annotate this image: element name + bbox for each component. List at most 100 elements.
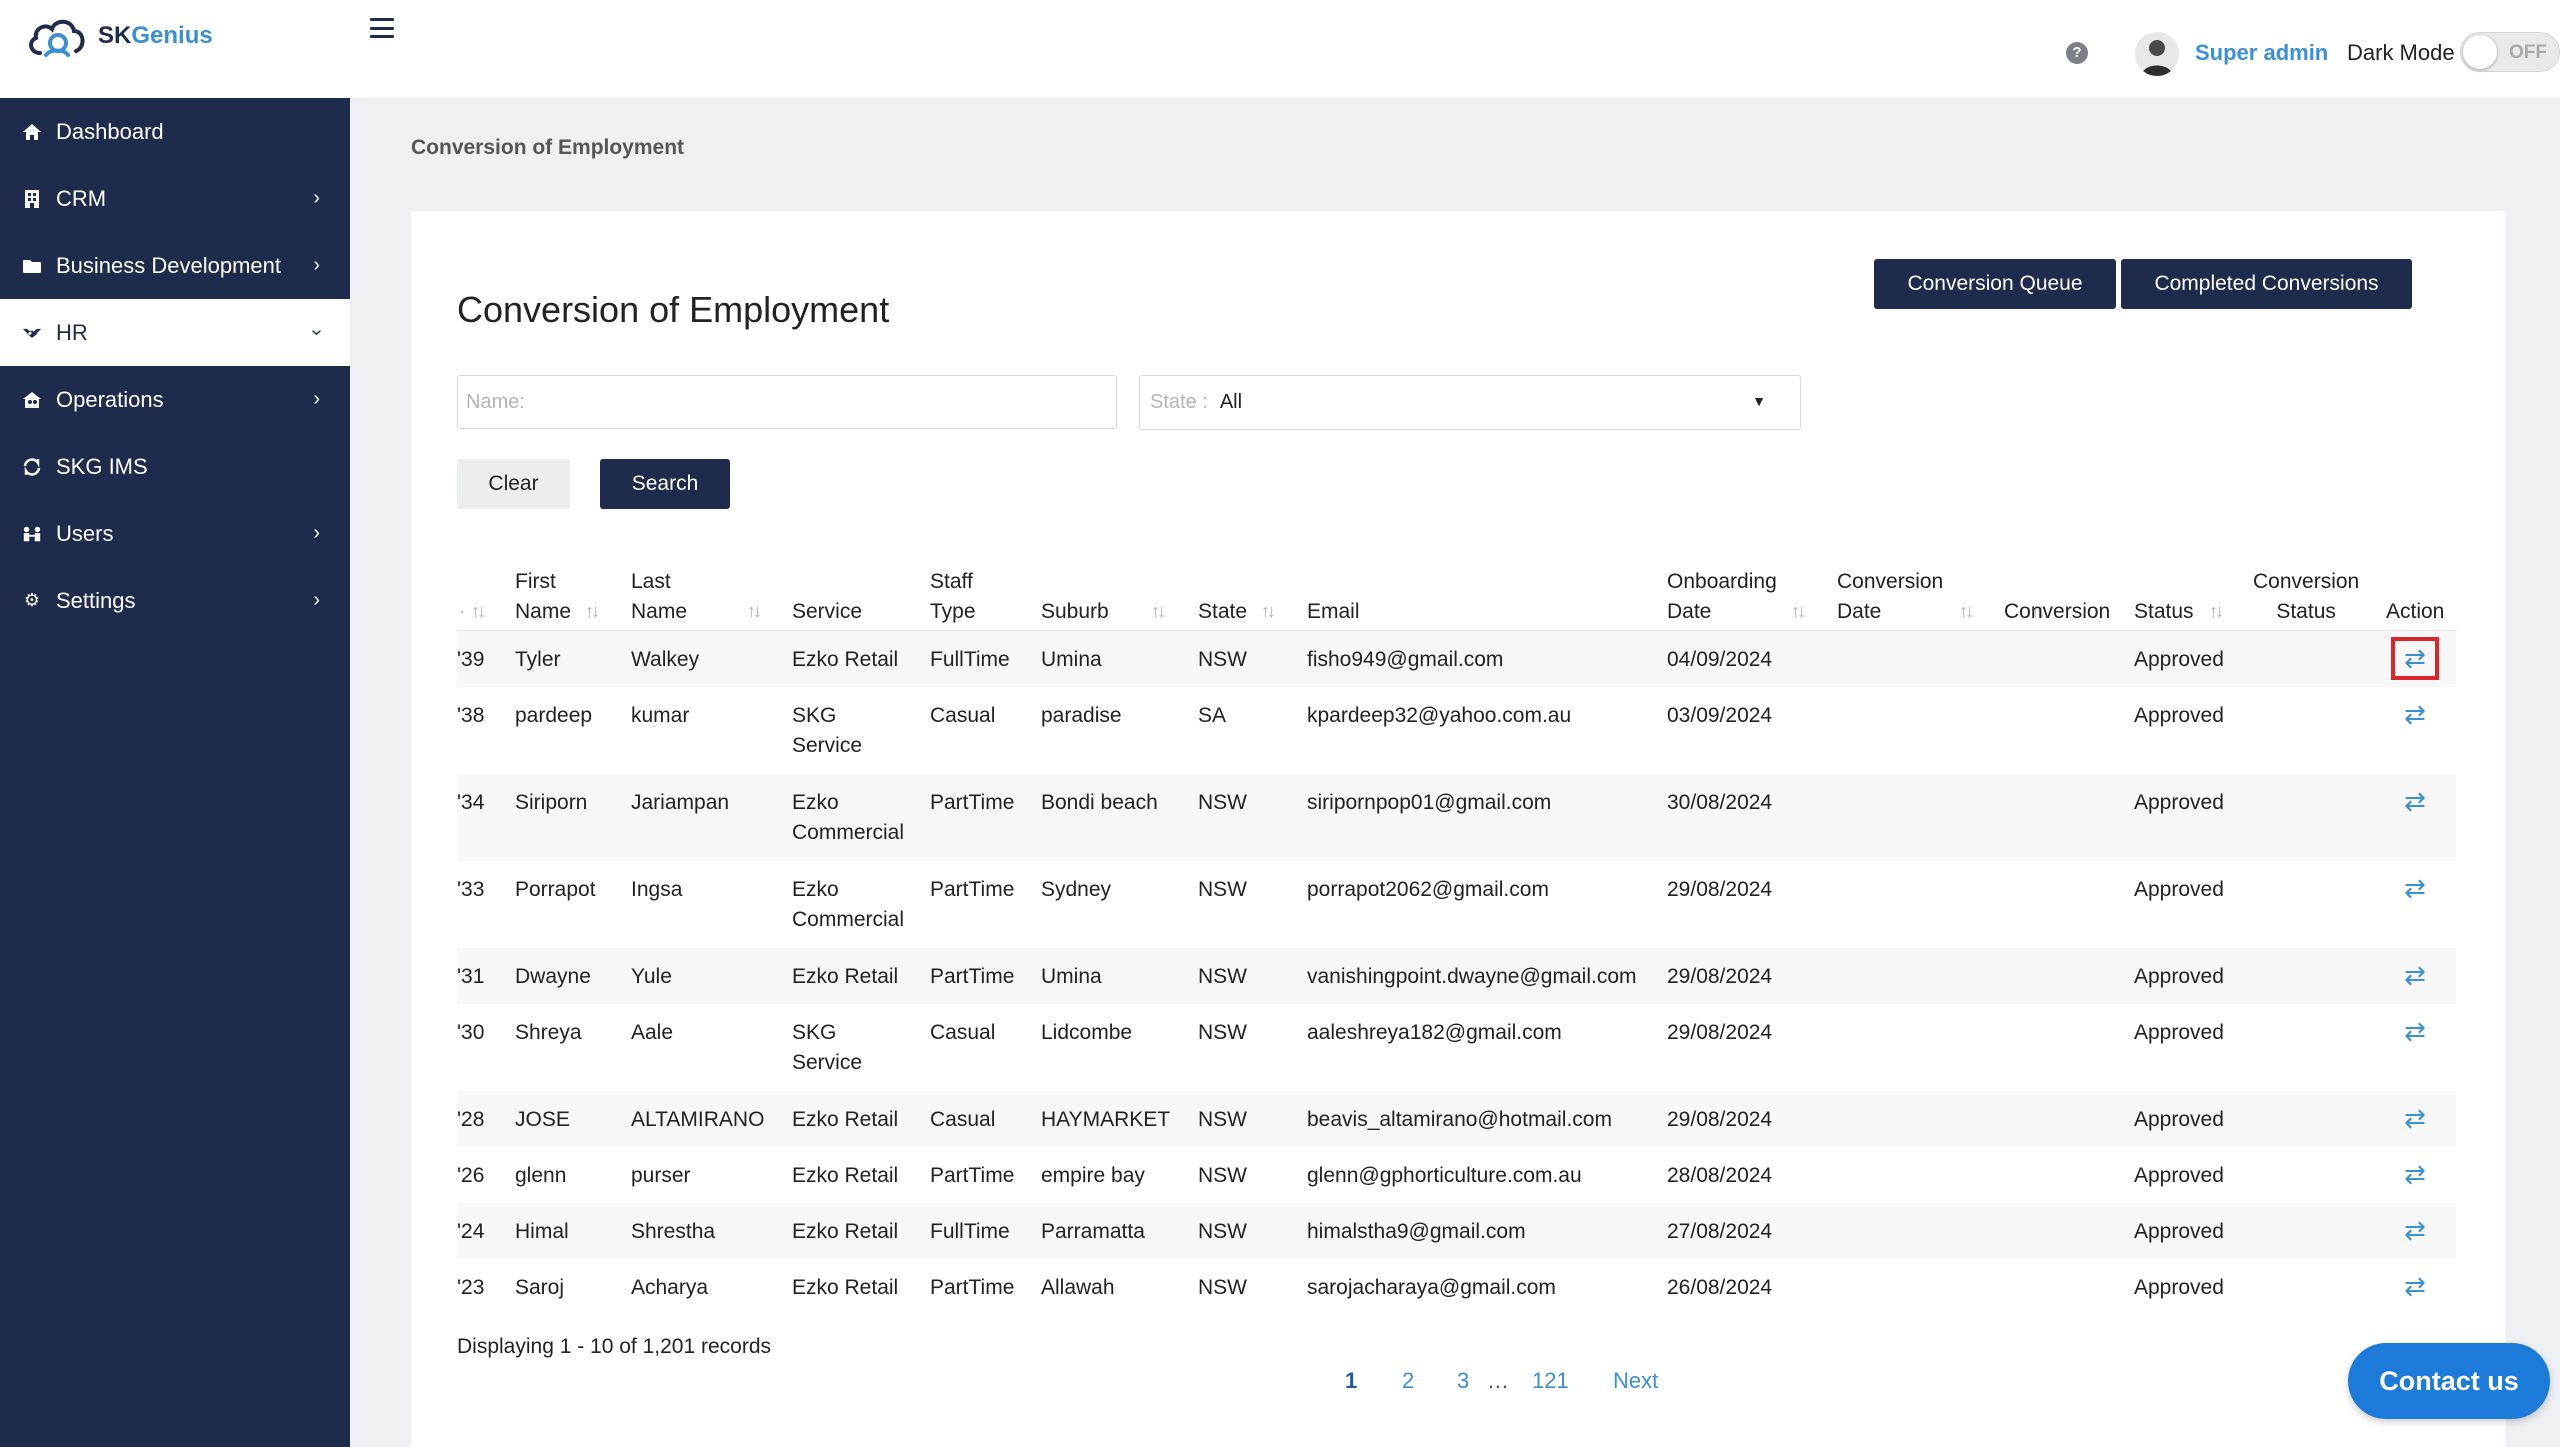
cell-staff-type: Casual	[930, 1021, 996, 1044]
state-select-label: State :	[1150, 391, 1208, 413]
convert-exchange-icon[interactable]: ⇄	[2404, 786, 2426, 816]
search-button[interactable]: Search	[600, 459, 730, 509]
top-header: SKGenius ? Super admin Dark Mode OFF	[0, 0, 2560, 98]
cell-suburb: Bondi beach	[1041, 791, 1158, 814]
user-name-link[interactable]: Super admin	[2195, 40, 2329, 65]
cell-email: aaleshreya182@gmail.com	[1307, 1021, 1562, 1044]
sort-icon[interactable]: ↑↓	[1959, 601, 1974, 621]
cell-last-name: ALTAMIRANO	[631, 1108, 765, 1131]
header-status[interactable]: Status	[2134, 600, 2194, 623]
cell-status: Approved	[2134, 1021, 2224, 1044]
cell-state: SA	[1198, 704, 1227, 727]
completed-conversions-button[interactable]: Completed Conversions	[2121, 259, 2412, 309]
convert-exchange-icon[interactable]: ⇄	[2404, 699, 2426, 729]
avatar[interactable]	[2135, 32, 2179, 76]
cell-first-name: Tyler	[515, 648, 561, 671]
cell-onboarding-date: 03/09/2024	[1667, 704, 1773, 727]
header-first-name[interactable]: First Name	[515, 570, 572, 623]
convert-exchange-icon[interactable]: ⇄	[2404, 1016, 2426, 1046]
page-121-link[interactable]: 121	[1532, 1368, 1569, 1393]
chevron-right-icon: ›	[313, 388, 320, 410]
sidebar-item-crm[interactable]: CRM ›	[0, 165, 350, 232]
chevron-down-icon: ›	[306, 329, 329, 336]
breadcrumb: Conversion of Employment	[411, 136, 685, 159]
header-state[interactable]: State	[1198, 600, 1248, 623]
contact-us-button[interactable]: Contact us	[2348, 1343, 2550, 1419]
header-conversion-date[interactable]: Conversion Date	[1837, 570, 1944, 623]
cell-suburb: Parramatta	[1041, 1220, 1145, 1243]
cell-status: Approved	[2134, 1164, 2224, 1187]
convert-exchange-icon[interactable]: ⇄	[2404, 873, 2426, 903]
sort-icon[interactable]: ↑↓	[1261, 601, 1276, 621]
convert-exchange-icon[interactable]: ⇄	[2404, 1103, 2426, 1133]
clear-button[interactable]: Clear	[457, 459, 570, 509]
cell-first-name: Porrapot	[515, 878, 596, 901]
cell-status: Approved	[2134, 1108, 2224, 1131]
sidebar: Dashboard CRM › Business Development › H…	[0, 98, 350, 1447]
cell-id: '26	[457, 1164, 485, 1187]
cell-onboarding-date: 29/08/2024	[1667, 1108, 1773, 1131]
sidebar-item-label: Business Development	[56, 252, 282, 278]
sort-icon[interactable]: ↑↓	[747, 601, 762, 621]
convert-exchange-icon[interactable]: ⇄	[2404, 960, 2426, 990]
cell-id: '28	[457, 1108, 485, 1131]
header-onboarding-date[interactable]: Onboarding Date	[1667, 570, 1777, 623]
cell-service: Ezko Retail	[792, 1220, 899, 1243]
sidebar-item-skg-ims[interactable]: SKG IMS	[0, 433, 350, 500]
convert-exchange-icon[interactable]: ⇄	[2404, 1215, 2426, 1245]
cell-id: '34	[457, 791, 485, 814]
header-last-name[interactable]: Last Name	[631, 570, 688, 623]
cell-email: beavis_altamirano@hotmail.com	[1307, 1108, 1612, 1131]
home-icon	[22, 122, 42, 142]
sidebar-item-operations[interactable]: Operations ›	[0, 366, 350, 433]
chevron-right-icon: ›	[313, 187, 320, 209]
sort-icon[interactable]: ↑↓	[1151, 601, 1166, 621]
menu-toggle-icon[interactable]	[370, 18, 394, 38]
sort-icon[interactable]: ↑↓	[471, 601, 486, 621]
table-row: '28 JOSE ALTAMIRANO Ezko Retail Casual HAYMAR…	[457, 1091, 2456, 1147]
table-row: '34 Siriporn Jariampan Ezko Commercial PartTi…	[457, 774, 2456, 861]
sort-icon[interactable]: ↑↓	[585, 601, 600, 621]
sidebar-item-settings[interactable]: ⚙ Settings ›	[0, 567, 350, 634]
cell-service: Ezko Commercial	[792, 791, 905, 844]
header-email[interactable]: Email	[1307, 600, 1360, 623]
cell-state: NSW	[1198, 1276, 1247, 1299]
sidebar-item-dashboard[interactable]: Dashboard	[0, 98, 350, 165]
next-page-link[interactable]: Next	[1613, 1368, 1659, 1393]
user-avatar-icon	[2135, 32, 2179, 76]
sort-icon[interactable]: ↑↓	[2209, 601, 2224, 621]
sidebar-item-business-development[interactable]: Business Development ›	[0, 232, 350, 299]
cell-email: siripornpop01@gmail.com	[1307, 791, 1552, 814]
page-1-link[interactable]: 1	[1345, 1368, 1358, 1393]
logo[interactable]: SKGenius	[24, 10, 213, 62]
state-select[interactable]: State : All ▼	[1139, 375, 1801, 430]
cell-state: NSW	[1198, 878, 1247, 901]
sort-icon[interactable]: ·	[459, 601, 465, 621]
convert-exchange-icon[interactable]: ⇄	[2391, 637, 2439, 680]
cell-onboarding-date: 29/08/2024	[1667, 965, 1773, 988]
sort-icon[interactable]: ↑↓	[1791, 601, 1806, 621]
cell-id: '24	[457, 1220, 485, 1243]
dark-mode-toggle[interactable]: OFF	[2460, 32, 2560, 72]
page-3-link[interactable]: 3	[1457, 1368, 1470, 1393]
sidebar-item-hr[interactable]: HR ›	[0, 299, 350, 366]
page-2-link[interactable]: 2	[1402, 1368, 1415, 1393]
cell-first-name: JOSE	[515, 1108, 570, 1131]
cell-state: NSW	[1198, 1021, 1247, 1044]
cell-id: '38	[457, 704, 485, 727]
cell-staff-type: PartTime	[930, 1164, 1015, 1187]
name-search-input[interactable]	[457, 375, 1117, 429]
header-suburb[interactable]: Suburb	[1041, 600, 1109, 623]
cell-staff-type: PartTime	[930, 965, 1015, 988]
conversion-queue-button[interactable]: Conversion Queue	[1874, 259, 2116, 309]
cell-service: Ezko Retail	[792, 1164, 899, 1187]
convert-exchange-icon[interactable]: ⇄	[2404, 1271, 2426, 1301]
cell-suburb: Umina	[1041, 648, 1102, 671]
cell-first-name: Dwayne	[515, 965, 591, 988]
chevron-right-icon: ›	[313, 589, 320, 611]
main-card: Conversion of Employment Conversion Queu…	[411, 211, 2506, 1447]
convert-exchange-icon[interactable]: ⇄	[2404, 1159, 2426, 1189]
sort-icon[interactable]: ↑↓	[2031, 601, 2046, 621]
help-icon[interactable]: ?	[2066, 42, 2088, 64]
sidebar-item-users[interactable]: Users ›	[0, 500, 350, 567]
